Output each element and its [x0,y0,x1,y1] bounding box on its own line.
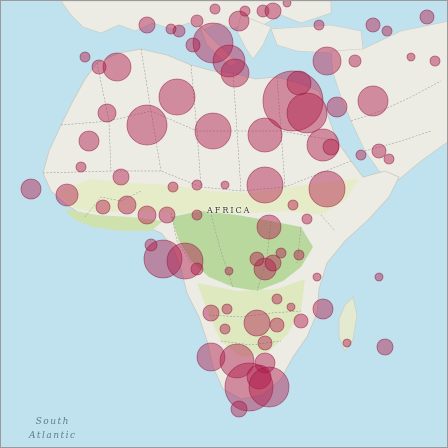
map-point-marker[interactable] [167,181,179,193]
map-point-marker[interactable] [190,262,204,276]
map-point-marker[interactable] [264,254,282,272]
map-point-marker[interactable] [264,2,282,20]
map-point-marker[interactable] [374,272,384,282]
map-point-marker[interactable] [202,304,220,322]
ocean-label-line1: South [35,417,70,427]
map-point-marker[interactable] [247,117,283,153]
land-europe [60,1,332,34]
ocean-label: South Atlantic [29,415,77,443]
map-point-marker[interactable] [312,272,322,282]
map-point-marker[interactable] [371,143,387,159]
map-point-marker[interactable] [239,5,251,17]
map-point-marker[interactable] [185,37,201,53]
map-point-marker[interactable] [429,55,441,67]
land-madagascar [338,296,358,352]
country-borders [42,48,442,346]
map-point-marker[interactable] [191,179,203,191]
map-point-marker[interactable] [269,317,285,333]
map-point-marker[interactable] [308,170,346,208]
map-point-marker[interactable] [224,266,234,276]
map-point-marker[interactable] [271,293,283,305]
map-point-marker[interactable] [355,149,367,161]
map-point-marker[interactable] [91,59,107,75]
map-point-marker[interactable] [256,214,282,240]
map-point-marker[interactable] [365,17,381,33]
map-point-marker[interactable] [212,44,246,78]
map-point-marker[interactable] [78,130,100,152]
map-point-marker[interactable] [286,302,296,312]
map-point-marker[interactable] [75,161,87,173]
map-point-marker[interactable] [376,338,394,356]
map-point-marker[interactable] [196,342,226,372]
map-point-marker[interactable] [194,112,232,150]
map-point-marker[interactable] [209,3,221,15]
map-point-marker[interactable] [322,138,340,156]
map-point-marker[interactable] [257,335,273,351]
continent-label: AFRICA [207,206,252,215]
map-point-marker[interactable] [230,400,248,418]
map-point-marker[interactable] [165,23,177,35]
map-point-marker[interactable] [287,199,299,211]
map-point-marker[interactable] [138,16,156,34]
map-point-marker[interactable] [357,85,389,117]
map-point-marker[interactable] [406,52,416,62]
map-point-marker[interactable] [253,257,277,281]
map-point-marker[interactable] [117,195,137,215]
map-point-marker[interactable] [301,213,313,225]
map-point-marker[interactable] [102,52,132,82]
map-point-marker[interactable] [144,238,158,252]
map-point-marker[interactable] [221,303,233,315]
map-point-marker[interactable] [112,168,130,186]
map-point-marker[interactable] [55,183,79,207]
map-point-marker[interactable] [256,4,270,18]
map-point-marker[interactable] [220,180,230,190]
map-point-marker[interactable] [246,166,284,204]
map-point-marker[interactable] [348,54,362,68]
map-point-marker[interactable] [143,239,183,279]
map-point-marker[interactable] [191,209,203,221]
map-point-marker[interactable] [313,19,325,31]
map-point-marker[interactable] [166,242,204,280]
map-point-marker[interactable] [293,249,305,261]
map-point-marker[interactable] [381,25,393,37]
map-point-marker[interactable] [342,338,352,348]
map-point-marker[interactable] [326,96,348,118]
map-point-marker[interactable] [282,1,292,8]
map-point-marker[interactable] [190,14,204,28]
map-point-marker[interactable] [219,323,231,335]
map-point-marker[interactable] [79,51,91,63]
map-point-marker[interactable] [419,9,435,25]
map-point-marker[interactable] [248,366,290,408]
map-point-marker[interactable] [126,104,168,146]
land-guinea-forest [65,209,163,231]
land-southern-savanna [197,279,305,357]
map-point-marker[interactable] [312,298,334,320]
map-point-marker[interactable] [286,70,312,96]
map-point-marker[interactable] [293,313,309,329]
map-point-marker[interactable] [286,92,328,134]
map-point-marker[interactable] [137,205,157,225]
ocean-label-line2: Atlantic [29,431,77,441]
map-point-marker[interactable] [249,251,265,267]
map-point-marker[interactable] [158,78,196,116]
map-point-marker[interactable] [383,153,395,165]
map-point-marker[interactable] [219,343,255,379]
map-point-marker[interactable] [97,103,117,123]
map-point-marker[interactable] [312,46,342,76]
map-point-marker[interactable] [220,58,250,88]
map-point-marker[interactable] [243,309,271,337]
map-point-marker[interactable] [158,206,176,224]
map-point-marker[interactable] [254,352,276,374]
map-point-marker[interactable] [275,247,287,259]
land-sahel [57,179,359,215]
land-rainforest [171,211,313,291]
map-point-marker[interactable] [20,178,42,200]
map-point-marker[interactable] [95,199,111,215]
